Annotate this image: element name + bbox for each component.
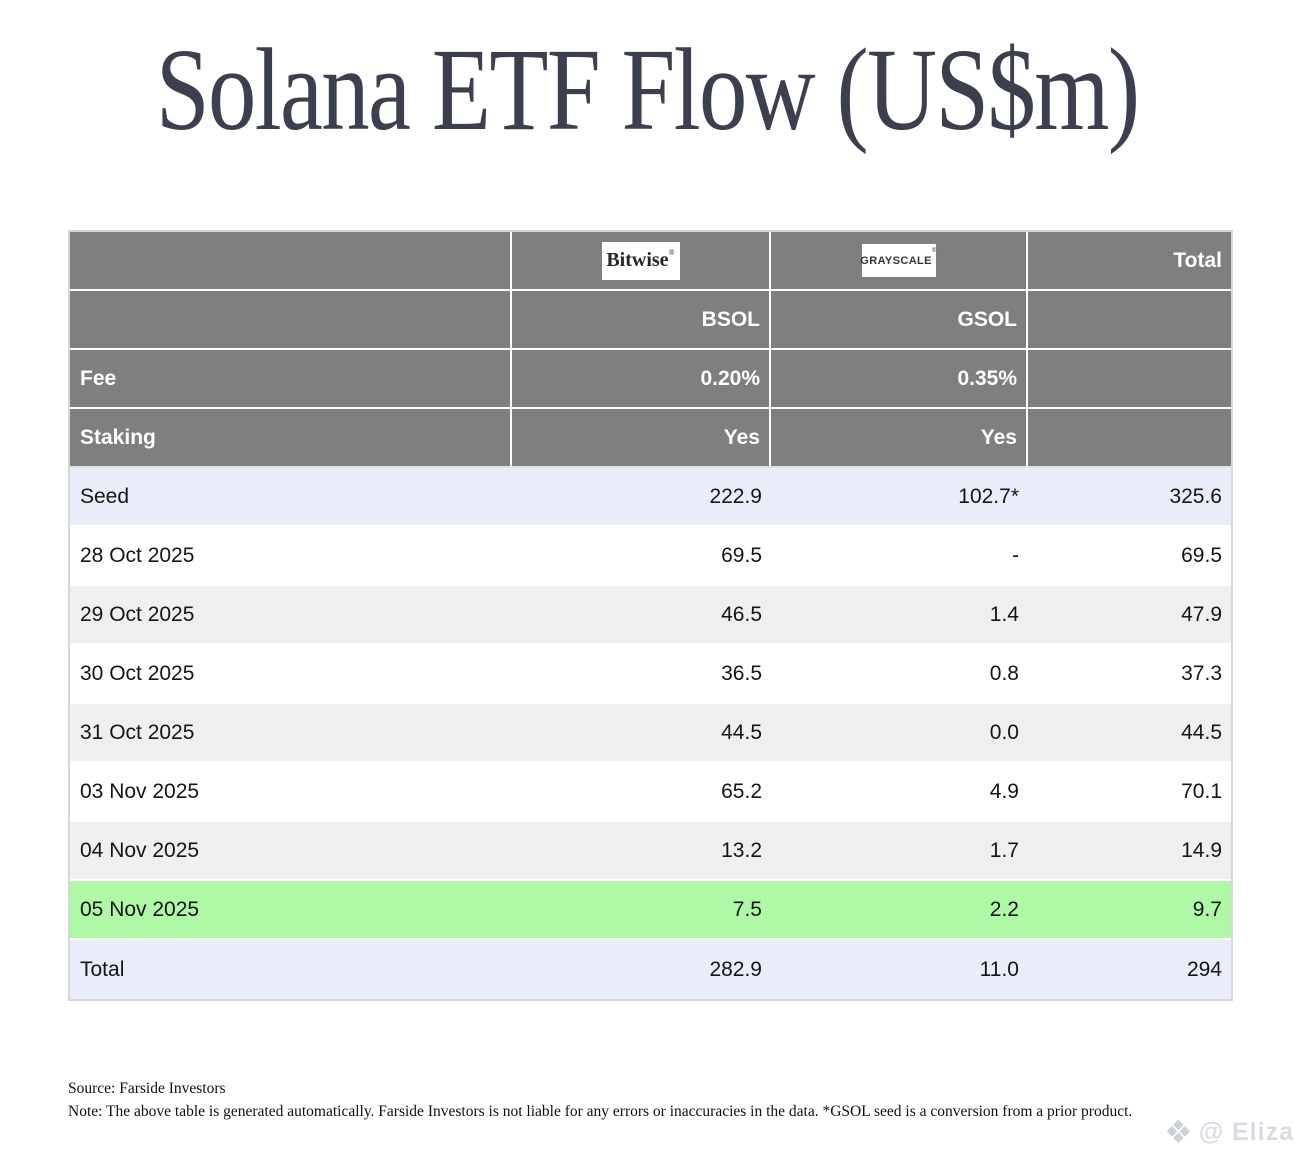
grayscale-registered-mark: ® [931,248,937,254]
footer-notes: Source: Farside Investors Note: The abov… [68,1077,1238,1123]
empty-header-cell [70,232,512,291]
bitwise-logo-cell: Bitwise ® [512,232,771,291]
fee-row: Fee 0.20% 0.35% [70,350,1231,409]
etf-flow-table: Bitwise ® GRAYSCALE ® Total BSOL GSOL Fee … [68,230,1233,1001]
grayscale-logo-text: GRAYSCALE [860,254,932,267]
fee-gsol-value: 0.35% [771,350,1028,409]
bitwise-logo: Bitwise ® [601,241,680,280]
watermark: ❖ @ Eliza [1164,1116,1294,1148]
gsol-value: 1.4 [771,586,1028,645]
staking-row: Staking Yes Yes [70,409,1231,468]
total-value: 44.5 [1028,704,1231,763]
grayscale-logo-cell: GRAYSCALE ® [771,232,1028,291]
table-row: 29 Oct 2025 46.5 1.4 47.9 [70,586,1231,645]
bsol-value: 65.2 [512,763,771,822]
table-row: 28 Oct 2025 69.5 - 69.5 [70,527,1231,586]
bsol-value: 13.2 [512,822,771,881]
gsol-value: 11.0 [771,940,1028,999]
gsol-value: 4.9 [771,763,1028,822]
row-label: 30 Oct 2025 [70,645,512,704]
gsol-value: - [771,527,1028,586]
table-row: 31 Oct 2025 44.5 0.0 44.5 [70,704,1231,763]
staking-label: Staking [70,409,512,468]
empty-header-cell [70,291,512,350]
bsol-value: 69.5 [512,527,771,586]
total-value: 9.7 [1028,881,1231,940]
empty-header-cell [1028,291,1231,350]
row-label: 03 Nov 2025 [70,763,512,822]
gsol-value: 0.0 [771,704,1028,763]
row-label: 29 Oct 2025 [70,586,512,645]
table-row-total: Total 282.9 11.0 294 [70,940,1231,999]
total-value: 325.6 [1028,468,1231,527]
row-label: Total [70,940,512,999]
gsol-value: 102.7* [771,468,1028,527]
total-value: 14.9 [1028,822,1231,881]
footer-source: Source: Farside Investors [68,1080,226,1097]
fee-label: Fee [70,350,512,409]
ticker-header-row: BSOL GSOL [70,291,1231,350]
grayscale-logo: GRAYSCALE ® [860,244,937,277]
fee-bsol-value: 0.20% [512,350,771,409]
etf-flow-table-container: Bitwise ® GRAYSCALE ® Total BSOL GSOL Fee … [68,230,1233,1001]
row-label: 31 Oct 2025 [70,704,512,763]
bitwise-registered-mark: ® [668,247,675,257]
row-label: Seed [70,468,512,527]
title-bar: Solana ETF Flow (US$m) [0,22,1294,158]
table-row: 03 Nov 2025 65.2 4.9 70.1 [70,763,1231,822]
gsol-value: 1.7 [771,822,1028,881]
gsol-value: 0.8 [771,645,1028,704]
empty-header-cell [1028,350,1231,409]
empty-header-cell [1028,409,1231,468]
page-title: Solana ETF Flow (US$m) [155,24,1140,155]
diamond-icon: ❖ [1164,1114,1193,1150]
bsol-value: 44.5 [512,704,771,763]
logo-header-row: Bitwise ® GRAYSCALE ® Total [70,232,1231,291]
table-row: 30 Oct 2025 36.5 0.8 37.3 [70,645,1231,704]
total-value: 69.5 [1028,527,1231,586]
total-value: 294 [1028,940,1231,999]
bsol-value: 46.5 [512,586,771,645]
staking-gsol-value: Yes [771,409,1028,468]
row-label: 28 Oct 2025 [70,527,512,586]
table-row-seed: Seed 222.9 102.7* 325.6 [70,468,1231,527]
bsol-value: 36.5 [512,645,771,704]
bitwise-logo-text: Bitwise [606,249,669,271]
total-value: 70.1 [1028,763,1231,822]
total-value: 47.9 [1028,586,1231,645]
footer-note: Note: The above table is generated autom… [68,1103,1133,1120]
staking-bsol-value: Yes [512,409,771,468]
bsol-value: 222.9 [512,468,771,527]
watermark-text: @ Eliza [1198,1117,1294,1146]
total-value: 37.3 [1028,645,1231,704]
row-label: 04 Nov 2025 [70,822,512,881]
ticker-bsol: BSOL [512,291,771,350]
table-row: 04 Nov 2025 13.2 1.7 14.9 [70,822,1231,881]
bsol-value: 7.5 [512,881,771,940]
table-row-latest: 05 Nov 2025 7.5 2.2 9.7 [70,881,1231,940]
ticker-gsol: GSOL [771,291,1028,350]
gsol-value: 2.2 [771,881,1028,940]
bsol-value: 282.9 [512,940,771,999]
row-label: 05 Nov 2025 [70,881,512,940]
total-column-header: Total [1028,232,1231,291]
